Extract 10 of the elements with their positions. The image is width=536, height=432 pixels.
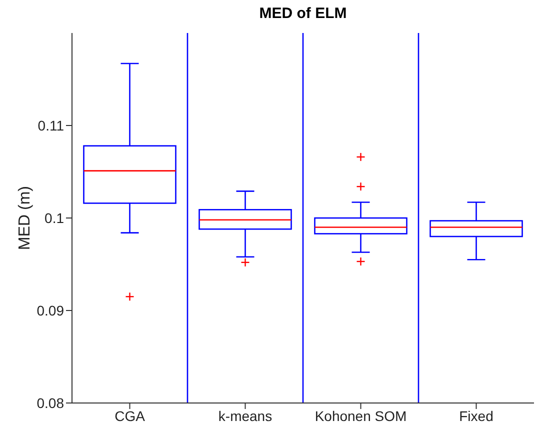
y-tick-label: 0.1 [44, 210, 64, 226]
x-tick-label: CGA [114, 408, 146, 424]
y-axis-title: MED (m) [16, 186, 34, 250]
x-tick-label: Fixed [459, 408, 494, 424]
x-tick-label: k-means [218, 408, 272, 424]
y-tick-label: 0.09 [36, 302, 64, 318]
y-tick-label: 0.08 [36, 394, 64, 411]
y-tick-label: 0.11 [38, 117, 64, 134]
x-tick-label: Kohonen SOM [314, 408, 407, 424]
chart-title: MED of ELM [258, 5, 348, 22]
